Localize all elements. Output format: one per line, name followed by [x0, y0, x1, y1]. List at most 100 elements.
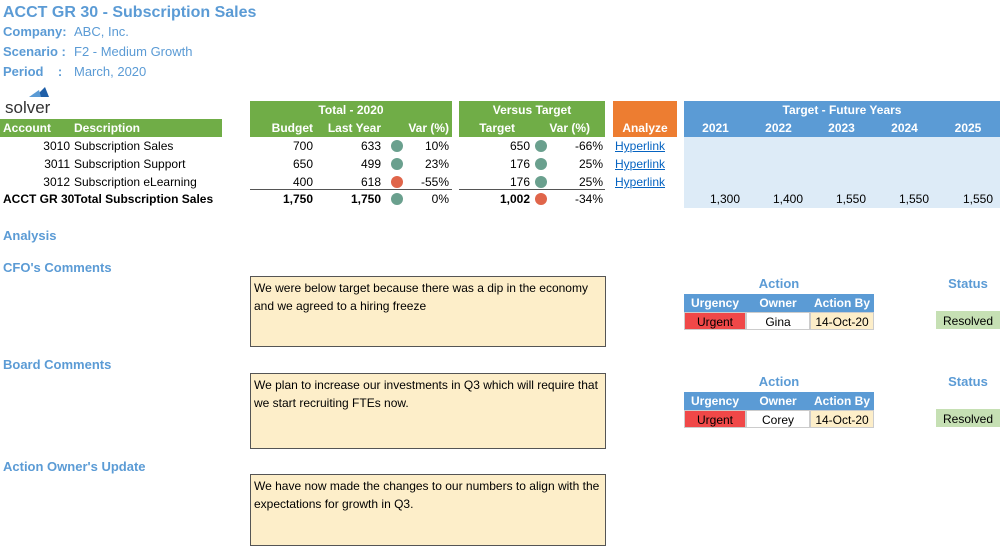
analysis-heading: Analysis [3, 228, 57, 243]
scenario-value: F2 - Medium Growth [74, 44, 193, 59]
year-value: 1,550 [962, 192, 993, 206]
target-future-header-bg [684, 101, 1000, 137]
urgency-header: Urgency [684, 294, 746, 312]
action-owner-update-heading: Action Owner's Update [3, 459, 146, 474]
total-2020-header: Total - 2020 [250, 101, 452, 119]
owner-header: Owner [746, 392, 810, 410]
last-year-cell: 499 [360, 157, 381, 171]
target-cell: 1,002 [499, 192, 530, 206]
last-year-cell: 618 [360, 175, 381, 189]
action-by-header: Action By [810, 392, 874, 410]
status-dot-icon [391, 158, 403, 170]
total-subheader-bar [250, 119, 452, 137]
account-header-bar [0, 119, 222, 137]
description-cell: Subscription Sales [74, 139, 174, 153]
future-years-body [684, 137, 1000, 208]
account-header: Account [3, 121, 51, 135]
account-cell: ACCT GR 30 [3, 192, 75, 206]
budget-cell: 400 [292, 175, 313, 189]
status-cell[interactable]: Resolved [936, 311, 1000, 329]
var-cell: 23% [424, 157, 449, 171]
scenario-label: Scenario : [3, 44, 66, 59]
board-comments-heading: Board Comments [3, 357, 112, 372]
period-label: Period : [3, 64, 63, 79]
action-by-header: Action By [810, 294, 874, 312]
year-value: 1,400 [772, 192, 803, 206]
period-value: March, 2020 [74, 64, 147, 79]
var-cell: -55% [420, 175, 449, 189]
year-header: 2024 [891, 121, 918, 135]
target-header: Target [479, 121, 515, 135]
company-value: ABC, Inc. [74, 24, 129, 39]
var-cell: 10% [424, 139, 449, 153]
var2-header: Var (%) [549, 121, 590, 135]
urgency-cell[interactable]: Urgent [684, 410, 746, 428]
year-value: 1,300 [709, 192, 740, 206]
year-value: 1,550 [835, 192, 866, 206]
var-header: Var (%) [408, 121, 449, 135]
company-label: Company: [3, 24, 67, 39]
cfo-comment-box[interactable]: We were below target because there was a… [250, 276, 606, 347]
page-title: ACCT GR 30 - Subscription Sales [3, 4, 257, 21]
status-cell[interactable]: Resolved [936, 409, 1000, 427]
var-cell: 0% [431, 192, 449, 206]
action-owner-update-box[interactable]: We have now made the changes to our numb… [250, 474, 606, 546]
var2-cell: 25% [578, 157, 603, 171]
action-heading: Action [758, 374, 800, 389]
board-comment-box[interactable]: We plan to increase our investments in Q… [250, 373, 606, 449]
analyze-hyperlink[interactable]: Hyperlink [615, 157, 666, 171]
urgency-cell[interactable]: Urgent [684, 312, 746, 330]
status-dot-icon [391, 193, 403, 205]
account-cell: 3012 [43, 175, 70, 189]
status-dot-icon [535, 158, 547, 170]
status-heading: Status [948, 374, 988, 389]
year-header: 2022 [765, 121, 792, 135]
year-header: 2023 [828, 121, 855, 135]
last-year-header: Last Year [327, 121, 381, 135]
status-dot-icon [391, 176, 403, 188]
total-divider [250, 189, 452, 190]
var2-cell: 25% [578, 175, 603, 189]
year-value: 1,550 [898, 192, 929, 206]
account-cell: 3011 [44, 157, 70, 171]
target-future-header: Target - Future Years [782, 103, 902, 117]
description-cell: Total Subscription Sales [74, 192, 214, 206]
last-year-cell: 1,750 [350, 192, 381, 206]
owner-header: Owner [746, 294, 810, 312]
status-heading: Status [948, 276, 988, 291]
description-cell: Subscription Support [74, 157, 186, 171]
description-cell: Subscription eLearning [74, 175, 197, 189]
cfo-comments-heading: CFO's Comments [3, 260, 112, 275]
analyze-header-bg [613, 101, 677, 137]
versus-target-header: Versus Target [459, 101, 605, 119]
logo-mark-icon [29, 87, 49, 97]
analyze-header: Analyze [622, 121, 668, 135]
action-heading: Action [758, 276, 800, 291]
action-by-cell[interactable]: 14-Oct-20 [810, 312, 874, 330]
budget-header: Budget [271, 121, 313, 135]
urgency-header: Urgency [684, 392, 746, 410]
var2-cell: -34% [574, 192, 603, 206]
status-dot-icon [535, 176, 547, 188]
budget-cell: 1,750 [282, 192, 313, 206]
owner-cell[interactable]: Corey [746, 410, 810, 428]
target-cell: 650 [509, 139, 530, 153]
year-header: 2021 [702, 121, 729, 135]
versus-subheader-bar [459, 119, 605, 137]
owner-cell[interactable]: Gina [746, 312, 810, 330]
description-header: Description [74, 121, 141, 135]
analyze-hyperlink[interactable]: Hyperlink [615, 139, 666, 153]
account-cell: 3010 [43, 139, 70, 153]
target-cell: 176 [509, 157, 530, 171]
analyze-hyperlink[interactable]: Hyperlink [615, 175, 666, 189]
budget-cell: 650 [292, 157, 313, 171]
versus-divider [459, 189, 605, 190]
var2-cell: -66% [574, 139, 603, 153]
budget-cell: 700 [292, 139, 313, 153]
status-dot-icon [535, 140, 547, 152]
action-by-cell[interactable]: 14-Oct-20 [810, 410, 874, 428]
status-dot-icon [535, 193, 547, 205]
year-header: 2025 [954, 121, 982, 135]
status-dot-icon [391, 140, 403, 152]
target-cell: 176 [509, 175, 530, 189]
